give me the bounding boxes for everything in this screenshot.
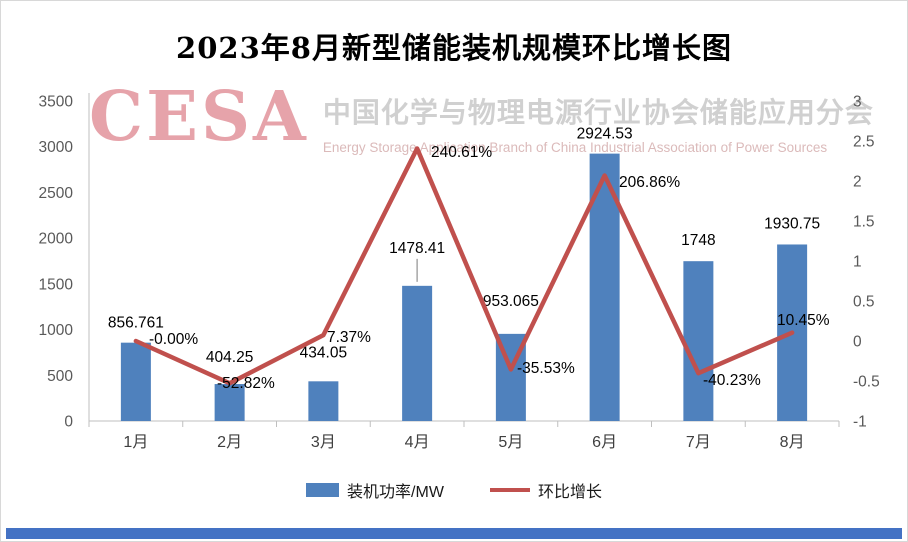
bar-value-label: 1478.41 [389,240,445,257]
left-axis-tick-label: 2500 [39,185,74,202]
right-axis-tick-label: 2 [853,174,862,191]
line-value-label: -35.53% [517,360,575,377]
x-axis-category-label: 5月 [498,434,523,451]
bar-value-label: 434.05 [300,344,347,361]
bar-value-label: 856.761 [108,315,164,332]
right-axis-tick-label: 1 [853,254,862,271]
line-value-label: 206.86% [619,174,680,191]
x-axis-category-label: 2月 [217,434,242,451]
bottom-accent-bar [6,528,902,539]
legend-label-line: 环比增长 [537,484,602,501]
bar-value-label: 1930.75 [764,215,820,232]
bar-value-label: 404.25 [206,349,253,366]
left-axis-tick-label: 3000 [39,139,74,156]
right-axis-tick-label: -0.5 [853,374,880,391]
line-value-label: -0.00% [149,331,198,348]
legend-label-bars: 装机功率/MW [347,484,444,501]
bar [120,342,151,421]
x-axis-category-label: 3月 [311,434,336,451]
left-axis-tick-label: 1000 [39,322,74,339]
left-axis-tick-label: 1500 [39,276,74,293]
left-axis-tick-label: 2000 [39,231,74,248]
right-axis-tick-label: 0 [853,334,862,351]
line-series-swatch [489,488,530,492]
left-axis-tick-label: 500 [47,368,73,385]
legend-item-bars: 装机功率/MW [306,478,444,502]
left-axis-tick-label: 0 [64,414,73,431]
bar-value-label: 2924.53 [577,126,633,143]
line-value-label: -52.82% [217,375,275,392]
left-axis-tick-label: 3500 [39,94,74,111]
bar [402,285,433,421]
right-axis-tick-label: 1.5 [853,214,875,231]
bar-value-label: 953.065 [483,293,539,310]
bar [214,384,245,421]
right-axis-tick-label: 0.5 [853,294,875,311]
line-value-label: 10.45% [777,312,830,329]
right-axis-tick-label: -1 [853,414,867,431]
line-value-label: 240.61% [431,144,492,161]
bar [308,381,339,421]
x-axis-category-label: 4月 [405,434,430,451]
x-axis-category-label: 7月 [686,434,711,451]
x-axis-category-label: 8月 [780,434,805,451]
bar [683,261,714,421]
chart-title: 2023年8月新型储能装机规模环比增长图 [176,31,732,65]
legend-item-line: 环比增长 [489,478,602,502]
x-axis-category-label: 1月 [123,434,148,451]
right-axis-tick-label: 3 [853,94,862,111]
x-axis-category-label: 6月 [592,434,617,451]
line-value-label: -40.23% [703,372,761,389]
bar-series-swatch [306,483,340,497]
right-axis-tick-label: 2.5 [853,134,875,151]
bar-value-label: 1748 [681,232,715,249]
line-value-label: 7.37% [327,329,371,346]
chart-legend: 装机功率/MW 环比增长 [1,478,907,502]
growth-line [133,146,795,386]
